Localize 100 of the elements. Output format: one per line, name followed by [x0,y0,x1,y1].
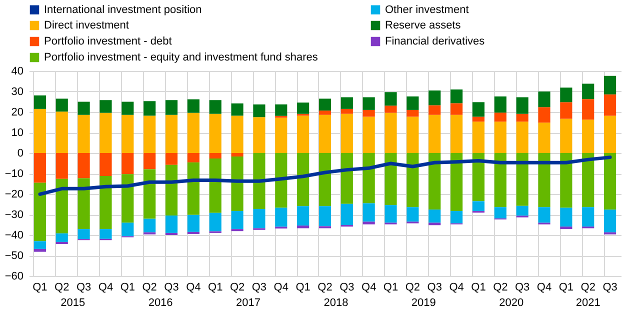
y-tick-label: 40 [11,66,24,78]
bar [560,88,572,102]
text: 2021 [576,297,600,309]
x-tick-label: Q2 [493,282,508,294]
bar [122,222,134,236]
bar [144,218,156,232]
bar [406,153,419,208]
bar [209,158,222,213]
text: 2016 [148,297,173,309]
bar [231,103,244,116]
bar [297,102,310,114]
x-tick-label: Q4 [186,282,201,294]
bar [209,114,222,153]
bar [450,114,463,153]
bar [538,207,550,223]
bar [362,110,375,117]
bar [253,153,266,209]
legend-label: Direct investment [44,20,129,32]
bar [604,153,616,210]
bar [187,214,200,232]
x-tick-label: Q1 [296,282,310,294]
bar [187,153,200,162]
bar [406,207,419,222]
bar [516,114,528,122]
bar [428,210,441,223]
bar [494,153,506,208]
bar [209,212,222,232]
bar [297,116,310,153]
legend-label: Reserve assets [385,20,462,32]
bar [253,117,266,153]
legend-label: Financial derivatives [385,36,486,48]
bar [165,153,178,165]
bar [187,112,200,153]
y-tick-label: 10 [11,127,24,139]
x-tick-label: Q1 [120,282,136,294]
bar [56,98,68,112]
bar [56,153,68,179]
bar [297,206,310,226]
bar [384,205,397,223]
bar [275,118,288,153]
bar [78,153,90,178]
x-tick-label: Q2 [54,282,70,294]
bar [187,162,200,215]
bar [472,116,485,122]
bar [78,229,90,240]
bar [450,153,463,212]
bar [384,153,397,206]
x-tick-label: Q3 [164,282,179,294]
bar [318,153,332,206]
bar [472,102,485,117]
legend-label: Portfolio investment - equity and investment fund shares [44,52,318,64]
bar [165,216,178,233]
bar [165,100,178,115]
bar [516,97,528,114]
bar [34,182,46,242]
bar [56,178,68,234]
x-tick-label: Q1 [208,282,223,294]
bar [144,101,156,116]
text: 2015 [60,297,86,309]
bar [297,153,310,206]
bar [494,122,506,153]
bar [100,176,112,230]
bar [450,89,463,104]
bar [231,116,244,153]
x-tick-label: Q1 [558,282,574,294]
y-tick-label: −60 [4,270,24,282]
bar [406,116,419,153]
bar [340,108,353,114]
bar [362,203,375,222]
bar [384,106,397,113]
bar [428,222,441,226]
bar [450,103,463,115]
bar [362,222,375,224]
bar [604,94,616,116]
bar [406,110,419,117]
bar [560,153,572,208]
bar [231,153,244,156]
x-tick-label: Q2 [405,282,420,294]
x-tick-label: Q1 [32,282,48,294]
bar [122,114,134,153]
bar [318,114,332,153]
bar [165,164,178,216]
bar [318,98,332,111]
bar [450,211,463,224]
y-tick-label: 0 [17,148,24,160]
x-tick-label: Q4 [362,282,376,294]
bar [78,114,90,153]
bar [297,226,310,228]
bar [56,112,68,153]
bar [100,229,112,239]
bar [275,208,288,227]
bar [78,102,90,115]
bar [122,153,134,174]
bar [100,112,112,153]
x-tick-label: Q3 [427,282,442,294]
bar [340,114,353,153]
y-tick-label: −10 [4,168,24,180]
bar [144,153,156,170]
bar [494,207,506,218]
bar [582,84,594,100]
